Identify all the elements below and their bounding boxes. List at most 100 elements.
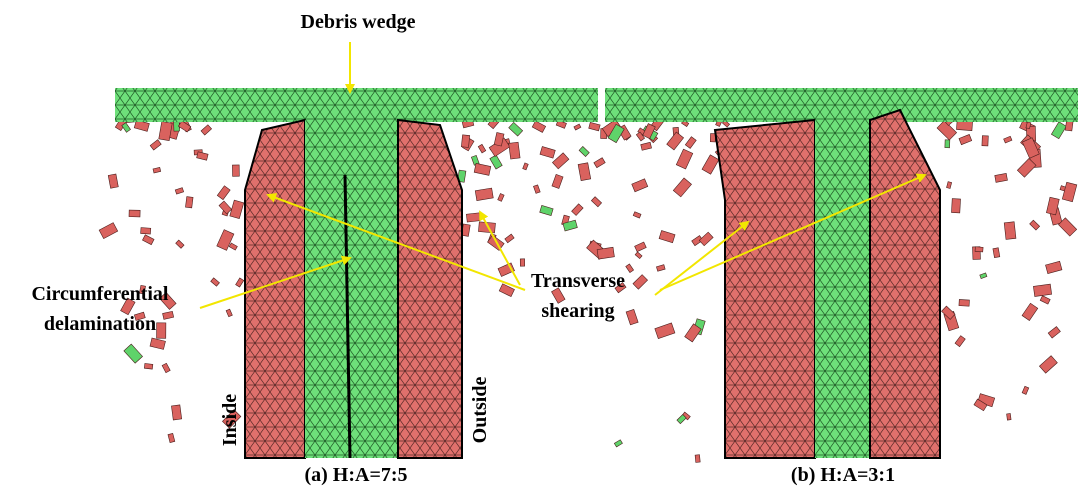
debris-piece: [945, 140, 950, 148]
debris-piece: [635, 252, 642, 259]
debris-piece: [633, 212, 641, 218]
debris-piece: [699, 232, 713, 246]
debris-piece: [993, 248, 1000, 258]
debris-piece: [635, 242, 647, 252]
debris-piece: [632, 179, 648, 192]
debris-piece: [597, 247, 614, 259]
debris-piece: [461, 135, 469, 148]
debris-piece: [490, 155, 502, 169]
debris-piece: [594, 158, 605, 168]
debris-piece: [578, 163, 591, 181]
debris-piece: [520, 259, 524, 266]
debris-piece: [498, 194, 504, 202]
caption: (a) H:A=7:5: [304, 464, 407, 486]
debris-piece: [229, 243, 237, 250]
debris-piece: [1046, 261, 1062, 273]
debris-piece: [685, 137, 696, 149]
debris-piece: [523, 163, 529, 170]
debris-piece: [201, 125, 212, 135]
debris-piece: [211, 278, 220, 286]
debris-piece: [141, 228, 151, 235]
outer-ply: [398, 120, 462, 458]
debris-wedge-label: Debris wedge: [301, 11, 416, 33]
debris-piece: [626, 309, 638, 324]
debris-piece: [474, 163, 491, 175]
debris-piece: [659, 231, 675, 243]
delamination-label: delamination: [44, 313, 156, 335]
debris-piece: [574, 124, 581, 130]
debris-piece: [150, 140, 161, 150]
debris-piece: [676, 149, 693, 169]
debris-piece: [656, 265, 665, 272]
debris-piece: [1039, 356, 1057, 373]
debris-piece: [959, 300, 970, 307]
debris-piece: [1030, 220, 1040, 230]
debris-piece: [673, 178, 691, 197]
debris-piece: [168, 433, 175, 442]
debris-piece: [1004, 222, 1016, 240]
delamination-label: Circumferential: [31, 283, 168, 305]
debris-piece: [667, 132, 684, 150]
debris-piece: [955, 336, 965, 347]
panel-a: Inside Outside (a) H:A=7:5: [115, 88, 598, 486]
debris-piece: [124, 344, 143, 363]
debris-piece: [466, 213, 480, 222]
debris-piece: [475, 188, 493, 201]
debris-piece: [163, 311, 174, 319]
debris-piece: [1062, 182, 1077, 202]
shearing-label: Transverse: [531, 270, 625, 292]
debris-piece: [995, 173, 1008, 182]
debris-piece: [108, 174, 118, 188]
debris-piece: [142, 235, 154, 245]
debris-piece: [633, 275, 648, 290]
debris-piece: [552, 153, 568, 169]
arrow: [480, 212, 520, 285]
debris-piece: [982, 136, 988, 146]
debris-piece: [144, 363, 153, 369]
debris-piece: [655, 323, 675, 339]
debris-piece: [702, 155, 719, 174]
debris-piece: [532, 121, 545, 133]
inner-ply: [715, 120, 815, 458]
debris-piece: [533, 185, 540, 194]
debris-piece: [1040, 296, 1050, 304]
debris-piece: [153, 167, 161, 173]
debris-piece: [552, 174, 563, 188]
debris-piece: [217, 186, 230, 200]
debris-piece: [959, 134, 972, 144]
debris-piece: [572, 204, 584, 216]
middle-ply: [305, 100, 398, 458]
debris-piece: [226, 309, 232, 317]
debris-piece: [1048, 327, 1060, 339]
debris-piece: [540, 205, 553, 215]
caption: (b) H:A=3:1: [791, 464, 895, 486]
debris-piece: [591, 197, 601, 207]
debris-piece: [614, 440, 622, 447]
debris-piece: [1022, 386, 1029, 394]
debris-piece: [951, 199, 960, 213]
debris-piece: [236, 278, 244, 287]
debris-piece: [99, 223, 118, 239]
debris-piece: [509, 142, 520, 159]
debris-piece: [232, 165, 239, 176]
debris-piece: [1004, 136, 1012, 143]
debris-piece: [579, 146, 589, 156]
debris-piece: [230, 200, 244, 219]
inside-label: Inside: [219, 394, 241, 446]
debris-piece: [505, 234, 514, 243]
debris-piece: [185, 197, 193, 208]
debris-piece: [219, 201, 232, 214]
debris-piece: [478, 144, 486, 153]
debris-piece: [176, 240, 184, 248]
debris-piece: [509, 122, 523, 136]
debris-piece: [150, 338, 165, 349]
debris-piece: [540, 147, 555, 159]
debris-piece: [1022, 303, 1038, 320]
debris-piece: [980, 273, 987, 279]
debris-piece: [1007, 414, 1011, 421]
debris-piece: [157, 323, 166, 338]
debris-piece: [975, 247, 983, 252]
outer-ply: [870, 110, 940, 458]
debris-piece: [641, 142, 652, 150]
debris-piece: [175, 188, 183, 195]
